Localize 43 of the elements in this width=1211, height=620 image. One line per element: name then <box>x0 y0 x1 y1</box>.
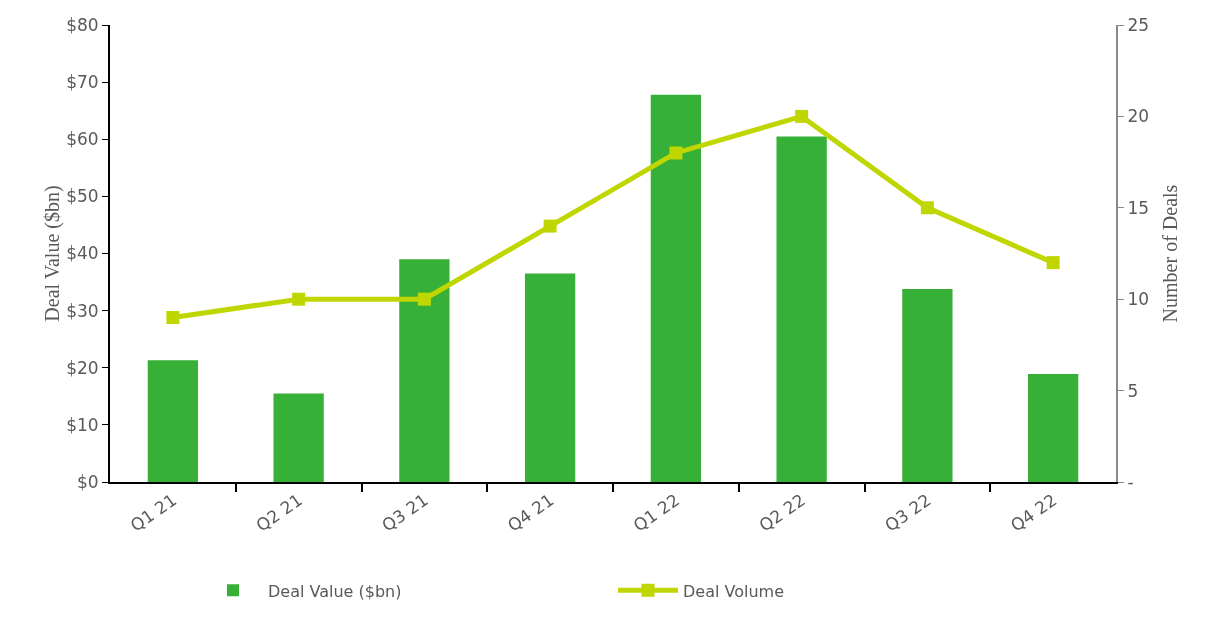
point <box>417 292 431 306</box>
x-tick-label: Q2 21 <box>252 489 306 536</box>
y-tick-label: $70 <box>66 72 99 93</box>
y-tick-label: $50 <box>66 186 99 207</box>
y2-axis-title: Number of Deals <box>1159 184 1181 323</box>
y-tick-label: $10 <box>66 414 99 435</box>
x-tick-label: Q4 22 <box>1006 489 1061 536</box>
bar <box>1027 374 1079 482</box>
bar <box>399 259 450 482</box>
y-tick-label: $80 <box>66 14 99 35</box>
bar <box>273 393 324 482</box>
x-tick-label: Q4 21 <box>503 489 558 536</box>
point <box>920 201 934 215</box>
y-tick-label: $60 <box>66 129 99 150</box>
point <box>1046 256 1060 270</box>
x-tick-label: Q1 21 <box>126 489 181 536</box>
y-tick-label: $20 <box>66 357 99 378</box>
y2-tick-label: 5 <box>1127 380 1139 401</box>
x-tick-label: Q1 22 <box>629 489 684 536</box>
y2-tick-label: 25 <box>1127 14 1150 35</box>
y-axis-title: Deal Value ($bn) <box>41 185 64 322</box>
bar <box>147 360 199 482</box>
legend-label: Deal Value ($bn) <box>268 581 402 601</box>
bar <box>776 136 827 482</box>
point <box>669 146 683 160</box>
y2-tick-label: - <box>1127 471 1134 492</box>
point <box>292 292 306 306</box>
y-tick-label: $0 <box>76 471 99 492</box>
y-tick-label: $30 <box>66 300 99 321</box>
point <box>795 109 809 123</box>
bar <box>524 273 576 482</box>
point <box>166 310 180 324</box>
x-tick-label: Q3 21 <box>378 489 432 536</box>
x-tick-label: Q2 22 <box>755 489 809 536</box>
bar <box>650 94 702 482</box>
y2-tick-label: 10 <box>1127 289 1150 310</box>
x-tick-label: Q3 22 <box>881 489 935 536</box>
y2-tick-label: 15 <box>1127 197 1150 218</box>
y2-tick-label: 20 <box>1127 106 1150 127</box>
bar <box>902 288 953 482</box>
point <box>543 219 557 233</box>
legend-label: Deal Volume <box>683 581 785 601</box>
y-tick-label: $40 <box>66 243 99 264</box>
